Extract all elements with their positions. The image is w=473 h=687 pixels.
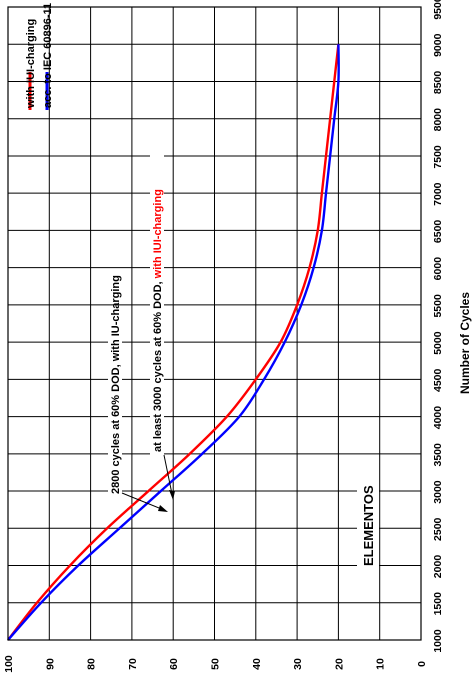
x-tick-label: 1000 [432,629,444,653]
x-tick-label: 6000 [432,257,444,281]
series-line-iui [7,44,340,641]
x-tick-label: 6500 [432,220,444,244]
x-tick-label: 5500 [432,294,444,318]
x-tick-label: 1500 [432,592,444,616]
x-tick-label: 2500 [432,517,444,541]
series-line-iec [7,44,340,641]
plot-frame [7,6,422,641]
x-axis-label: Number of Cycles [458,292,472,394]
x-tick-label: 8500 [432,71,444,95]
annotation-iu-text: 2800 cycles at 60% DOD, with IU-charging [110,275,122,494]
x-tick-label: 3000 [432,480,444,504]
x-tick-label: 7000 [432,182,444,206]
x-tick-label: 3500 [432,443,444,467]
y-tick-label: 60 [168,658,180,670]
elementos-label: ELEMENTOS [357,455,379,580]
annotation-iui: at least 3000 cycles at 60% DOD, with IU… [150,130,164,455]
tick-labels: 1000150020002500300035004000450050005500… [3,0,444,673]
x-tick-label: 8000 [432,108,444,132]
y-tick-label: 80 [86,658,98,670]
annotation-iui-part2: with IUI-charging [152,189,164,279]
elementos-text: ELEMENTOS [361,485,376,566]
legend-label-blue: acc. to IEC 60896-11 [42,3,54,108]
legend-label-red: with IUI-charging [25,19,37,109]
y-tick-label: 100 [3,655,15,673]
x-tick-label: 4000 [432,406,444,430]
annotation-iui-text: at least 3000 cycles at 60% DOD, with IU… [152,189,164,452]
annotation-iu: 2800 cycles at 60% DOD, with IU-charging [108,275,122,498]
x-tick-label: 5000 [432,331,444,355]
x-tick-label: 9500 [432,0,444,20]
y-tick-label: 50 [210,658,222,670]
y-tick-label: 90 [44,658,56,670]
y-tick-label: 10 [375,658,387,670]
y-tick-label: 0 [416,661,428,667]
x-tick-label: 2000 [432,555,444,579]
y-tick-label: 20 [333,658,345,670]
x-tick-label: 7500 [432,145,444,169]
y-tick-label: 70 [127,658,139,670]
legend: with IUI-charging acc. to IEC 60896-11 [25,3,54,110]
y-tick-label: 40 [251,658,263,670]
series-lines [7,44,340,641]
x-tick-label: 9000 [432,33,444,57]
x-tick-label: 4500 [432,369,444,393]
annotation-iui-part1: at least 3000 cycles at 60% DOD, [152,278,164,452]
y-tick-label: 30 [292,658,304,670]
annotation-arrows [121,454,175,512]
